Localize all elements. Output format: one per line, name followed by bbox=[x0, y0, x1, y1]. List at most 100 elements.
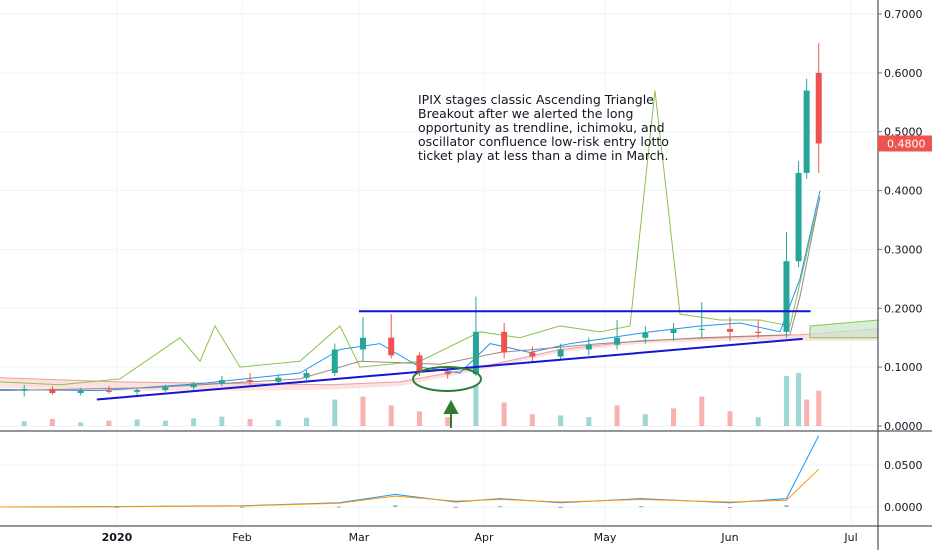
candle-body bbox=[557, 349, 564, 357]
candle-body bbox=[190, 383, 197, 388]
price-tick-label: 0.1000 bbox=[884, 361, 923, 374]
volume-bar bbox=[529, 414, 535, 426]
oscillator-histogram-bar bbox=[639, 506, 644, 508]
volume-bar bbox=[360, 396, 366, 426]
volume-bar bbox=[191, 418, 197, 426]
entry-arrow-icon bbox=[443, 399, 459, 428]
annotation-line: Breakout after we alerted the long bbox=[418, 106, 633, 121]
volume-bar bbox=[699, 396, 705, 426]
volume-bar bbox=[21, 421, 27, 426]
candle-body bbox=[416, 355, 423, 372]
candle-body bbox=[783, 261, 790, 332]
lagging-span-line bbox=[0, 90, 821, 386]
oscillator-histogram-bar bbox=[453, 507, 458, 508]
volume-bar bbox=[162, 420, 168, 426]
volume-bar bbox=[473, 384, 479, 426]
annotation-line: ticket play at less than a dime in March… bbox=[418, 148, 668, 163]
candle-body bbox=[803, 90, 810, 173]
candle-body bbox=[218, 380, 225, 384]
candle-body bbox=[105, 390, 112, 392]
volume-bar bbox=[804, 399, 810, 426]
price-tick-label: 0.0000 bbox=[884, 420, 923, 433]
candle-body bbox=[755, 331, 762, 334]
oscillator-histogram-bar bbox=[784, 505, 789, 507]
volume-bar bbox=[816, 390, 822, 426]
candle-body bbox=[444, 371, 451, 375]
grid-layer bbox=[0, 0, 878, 526]
oscillator-histogram-bar bbox=[336, 506, 341, 508]
time-tick-label: Mar bbox=[349, 531, 370, 544]
candle-body bbox=[331, 349, 338, 374]
price-tick-label: 0.3000 bbox=[884, 243, 923, 256]
volume-bar bbox=[388, 405, 394, 426]
candle-body bbox=[21, 388, 28, 391]
candle-body bbox=[795, 172, 802, 262]
last-price-label: 0.4800 bbox=[887, 137, 926, 150]
time-tick-label: Feb bbox=[232, 531, 251, 544]
oscillator-histogram-bar bbox=[558, 507, 563, 508]
candle-body bbox=[359, 337, 366, 350]
price-tick-label: 0.6000 bbox=[884, 67, 923, 80]
entry-highlight-ellipse bbox=[412, 366, 482, 392]
candle-body bbox=[162, 387, 169, 391]
volume-bar bbox=[445, 417, 451, 426]
candle-body bbox=[472, 331, 479, 375]
volume-bar bbox=[586, 417, 592, 426]
volume-bar bbox=[416, 411, 422, 426]
candle-body bbox=[275, 377, 282, 382]
time-tick-label: Jul bbox=[843, 531, 857, 544]
volume-bar bbox=[134, 419, 140, 426]
candle-body bbox=[727, 328, 734, 332]
annotation-line: IPIX stages classic Ascending Triangle bbox=[418, 92, 654, 107]
volume-bar bbox=[247, 418, 253, 426]
oscillator-layer bbox=[0, 435, 820, 508]
candle-body bbox=[49, 388, 56, 394]
annotation-line: opportunity as trendline, ichimoku, and bbox=[418, 120, 665, 135]
volume-bar bbox=[275, 420, 281, 426]
candle-body bbox=[388, 337, 395, 356]
volume-bar bbox=[219, 416, 225, 426]
time-tick-label: Jun bbox=[720, 531, 738, 544]
osc-tick-label: 0.0500 bbox=[884, 459, 923, 472]
annotation-line: oscillator confluence low-risk entry lot… bbox=[418, 134, 669, 149]
candle-body bbox=[303, 373, 310, 378]
candle-body bbox=[77, 390, 84, 394]
annotation-text: IPIX stages classic Ascending Triangle B… bbox=[418, 92, 669, 163]
volume-bar bbox=[332, 399, 338, 426]
price-tick-label: 0.7000 bbox=[884, 8, 923, 21]
last-price-badge: 0.4800 bbox=[878, 135, 932, 152]
time-tick-label: Apr bbox=[474, 531, 494, 544]
last-price-background bbox=[878, 135, 932, 152]
volume-bar bbox=[614, 405, 620, 426]
volume-bar bbox=[796, 373, 802, 426]
candle-body bbox=[585, 344, 592, 350]
volume-bar bbox=[49, 418, 55, 426]
candle-body bbox=[501, 331, 508, 353]
volume-layer bbox=[21, 373, 822, 426]
oscillator-histogram-bar bbox=[239, 506, 244, 508]
price-tick-label: 0.4000 bbox=[884, 185, 923, 198]
support-trendline bbox=[96, 337, 803, 401]
oscillator-histogram-bar bbox=[498, 506, 503, 508]
candle-layer bbox=[21, 43, 822, 397]
candle-body bbox=[670, 328, 677, 334]
volume-bar bbox=[755, 417, 761, 426]
volume-bar bbox=[727, 411, 733, 426]
candle-body bbox=[529, 352, 536, 357]
oscillator-line-slow bbox=[0, 468, 820, 508]
volume-bar bbox=[501, 402, 507, 426]
oscillator-histogram-bar bbox=[393, 505, 398, 507]
volume-bar bbox=[783, 375, 789, 426]
candle-body bbox=[642, 333, 649, 338]
time-tick-label: May bbox=[594, 531, 617, 544]
volume-bar bbox=[642, 414, 648, 426]
cloud-fill bbox=[0, 328, 878, 391]
candle-body bbox=[815, 72, 822, 144]
trendline-layer bbox=[96, 310, 811, 428]
volume-bar bbox=[558, 415, 564, 426]
price-tick-label: 0.2000 bbox=[884, 302, 923, 315]
